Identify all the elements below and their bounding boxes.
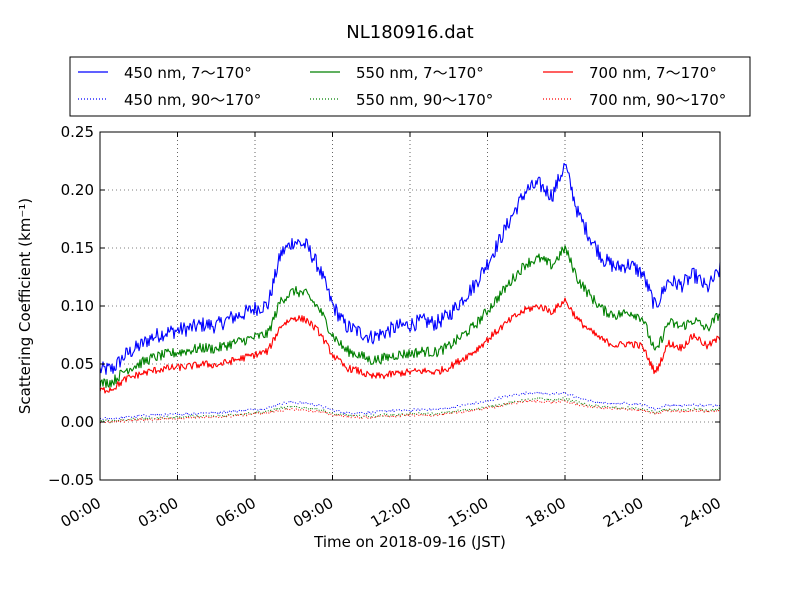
legend: 450 nm, 7～170° 450 nm, 90～170° 550 nm, 7～1…: [69, 56, 751, 117]
legend-label: 550 nm, 7～170°: [356, 64, 484, 82]
y-tick-label: 0.00: [61, 413, 94, 431]
series-line-5: [99, 297, 721, 394]
y-axis-label: Scattering Coefficient (km⁻¹): [16, 198, 34, 414]
x-tick-label: 21:00: [600, 494, 646, 531]
series-line-6: [99, 399, 721, 424]
y-tick-label: 0.05: [61, 355, 94, 373]
series-line-3: [99, 245, 721, 389]
y-tick-label: −0.05: [48, 471, 94, 489]
x-tick-label: 24:00: [678, 494, 724, 531]
legend-label: 450 nm, 7～170°: [124, 64, 252, 82]
x-tick-label: 12:00: [368, 494, 414, 531]
x-tick-label: 00:00: [58, 494, 104, 531]
series-layer: [99, 162, 721, 424]
legend-label: 700 nm, 90～170°: [589, 91, 726, 109]
legend-label: 450 nm, 90～170°: [124, 91, 261, 109]
y-tick-label: 0.20: [61, 181, 94, 199]
x-tick-label: 06:00: [213, 494, 259, 531]
axes: 00:00 03:00 06:00 09:00 12:00 15:00 18:00 21:00…: [48, 123, 724, 531]
y-tick-label: 0.10: [61, 297, 94, 315]
series-line-1: [99, 162, 721, 375]
legend-label: 700 nm, 7～170°: [589, 64, 717, 82]
x-tick-label: 09:00: [290, 494, 336, 531]
y-tick-label: 0.25: [61, 123, 94, 141]
x-axis-label: Time on 2018-09-16 (JST): [313, 533, 506, 551]
x-tick-label: 03:00: [135, 494, 181, 531]
x-tick-label: 15:00: [445, 494, 491, 531]
grid: [100, 132, 720, 480]
legend-frame: [69, 56, 751, 117]
series-line-4: [99, 397, 721, 423]
x-tick-label: 18:00: [523, 494, 569, 531]
legend-label: 550 nm, 90～170°: [356, 91, 493, 109]
chart-title: NL180916.dat: [346, 22, 473, 43]
y-tick-label: 0.15: [61, 239, 94, 257]
series-line-2: [99, 391, 721, 421]
